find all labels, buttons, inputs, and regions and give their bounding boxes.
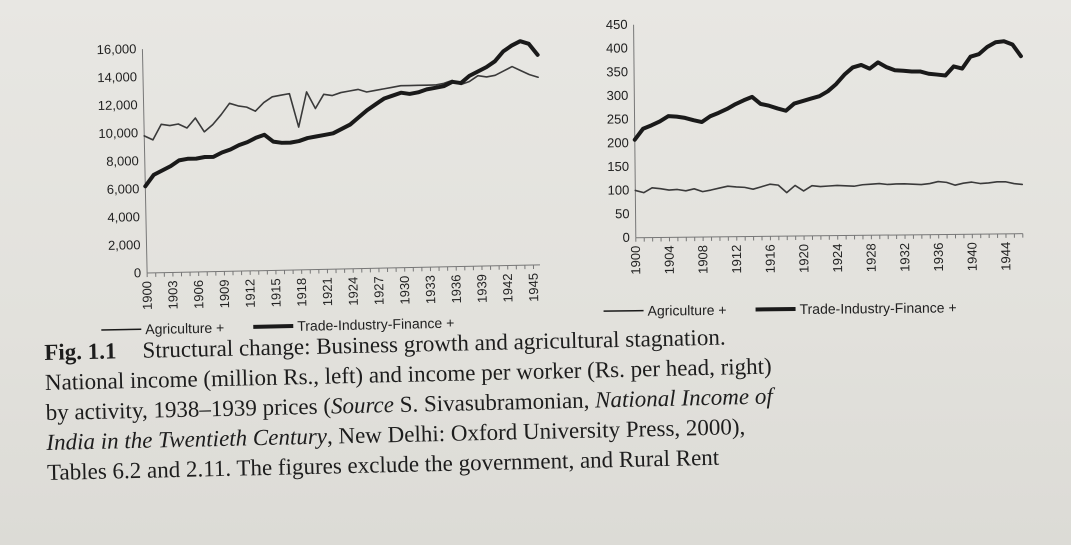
right-chart-x-tick-label: 1924 [830,244,845,273]
left-chart-x-tick-label: 1930 [397,276,413,305]
right-chart-x-tick-label: 1944 [998,242,1013,271]
right-chart-x-tick-label: 1916 [762,244,777,273]
left-chart-x-tick-label: 1912 [242,279,258,308]
right-chart-x-tick-label: 1912 [729,245,744,274]
left-chart-x-tick-label: 1915 [268,278,284,307]
caption-author: S. Sivasubramonian, [393,387,596,418]
left-chart-y-tick-label: 10,000 [98,125,138,141]
left-chart-series-agriculture-line [143,65,539,141]
left-chart-x-tick-label: 1924 [345,277,361,306]
right-chart-y-tick-label: 200 [607,135,629,150]
left-chart-x-tick-label: 1900 [139,281,155,310]
left-chart-legend-label-agriculture: Agriculture + [145,319,224,337]
right-chart-y-axis [633,24,637,238]
left-chart-legend-swatch-trade-industry-finance [253,324,294,329]
chart-income-per-worker: 0 50 100 150 200 250 300 350 400 450 1900 1904 1908 1… [603,17,1024,319]
left-chart-series-trade-industry-finance-line [143,39,540,189]
right-chart-legend-label-trade-industry-finance: Trade-Industry-Finance + [799,299,956,317]
caption-source-label: Source [330,392,395,419]
right-chart-x-tick-label: 1920 [796,244,811,273]
chart-national-income: 0 2,000 4,000 6,000 8,000 10,000 12,000 14,000 1… [97,39,540,337]
caption-book-title-part1: National Income of [594,383,773,413]
left-chart-x-tick-label: 1909 [217,279,233,308]
left-chart-x-tick-label: 1945 [526,273,540,302]
right-chart-y-tick-label: 0 [622,230,629,245]
left-chart-x-tick-label: 1933 [423,275,439,304]
left-chart-y-tick-label: 12,000 [98,97,138,113]
right-chart-x-tick-label: 1900 [628,246,643,275]
right-chart-y-tick-label: 150 [607,159,629,174]
right-chart-y-tick-label: 250 [607,111,629,126]
left-chart-y-axis [141,49,148,274]
left-chart-x-tick-label: 1942 [500,273,516,302]
right-chart-x-tick-label: 1936 [931,242,946,271]
right-chart-x-tick-label: 1908 [695,245,710,274]
figure-caption: Fig. 1.1 Structural change: Business grow… [44,315,1047,488]
right-chart-series-trade-industry-finance-line [632,39,1023,142]
right-chart-y-tick-label: 400 [606,40,628,55]
left-chart-x-tick-label: 1939 [474,274,490,303]
right-chart-y-tick-label: 50 [615,206,630,221]
right-chart-series-agriculture-line [634,180,1024,194]
left-chart-legend-swatch-agriculture [101,328,142,331]
left-chart-x-tick-label: 1921 [320,277,336,306]
left-chart-x-tick-label: 1906 [191,280,207,309]
right-chart-legend-label-agriculture: Agriculture + [647,302,726,319]
left-chart-x-axis [147,264,540,274]
right-chart-x-tick-label: 1940 [964,242,979,271]
figure-label: Fig. 1.1 [44,338,117,365]
left-chart-y-tick-label: 16,000 [97,41,137,57]
left-chart-x-tick-label: 1918 [294,278,310,307]
right-chart-x-tick-label: 1904 [662,245,677,274]
left-chart-y-tick-label: 6,000 [107,181,140,197]
right-chart-y-tick-label: 450 [606,17,628,32]
right-chart-x-tick-label: 1928 [863,243,878,272]
left-chart-legend-label-trade-industry-finance: Trade-Industry-Finance + [297,315,454,334]
right-chart-y-tick-label: 350 [606,64,628,79]
right-chart-y-tick-label: 100 [608,182,630,197]
left-chart-y-tick-label: 8,000 [106,153,139,169]
left-chart-x-tick-label: 1927 [371,276,387,305]
left-chart-y-tick-label: 14,000 [97,69,137,85]
left-chart-y-tick-label: 4,000 [107,209,140,225]
left-chart-x-tick-label: 1903 [165,280,181,309]
left-chart-x-tick-label: 1936 [448,274,464,303]
left-chart-y-tick-label: 2,000 [108,237,141,253]
caption-text: by activity, 1938–1939 prices ( [45,393,332,425]
caption-book-title-part2: India in the Twentieth Century [46,423,328,455]
right-chart-x-tick-label: 1932 [897,243,912,272]
right-chart-y-tick-label: 300 [607,88,629,103]
left-chart-y-tick-label: 0 [134,265,142,280]
